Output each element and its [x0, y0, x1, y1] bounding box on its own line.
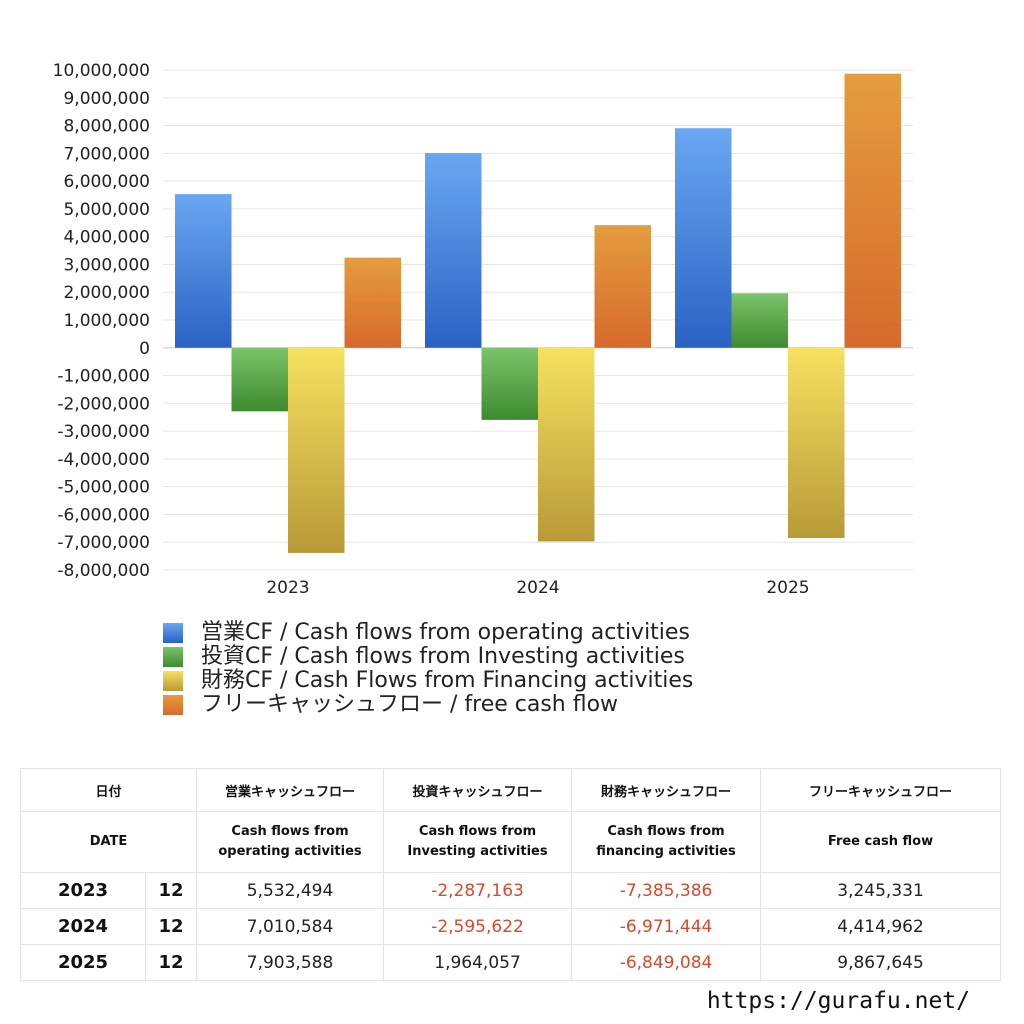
- legend-label-operating: 営業CF / Cash flows from operating activit…: [201, 620, 690, 645]
- table-header-jp: 日付 営業キャッシュフロー 投資キャッシュフロー 財務キャッシュフロー フリーキ…: [19, 768, 1002, 812]
- x-category-label-2023: 2023: [266, 578, 309, 598]
- table-row: 2023 12 5,532,494 -2,287,163 -7,385,386 …: [20, 872, 1002, 909]
- header-financing-jp: 財務キャッシュフロー: [571, 768, 762, 812]
- header-date-en: DATE: [19, 811, 198, 873]
- legend-item-free: フリーキャッシュフロー / free cash flow: [163, 693, 693, 717]
- header-financing-en: Cash flows from financing activities: [571, 811, 762, 873]
- header-operating-en: Cash flows from operating activities: [196, 811, 385, 873]
- row-investing: -2,287,163: [383, 872, 573, 909]
- y-tick-label: -6,000,000: [57, 505, 150, 525]
- y-tick-label: -3,000,000: [57, 422, 150, 442]
- y-tick-label: 10,000,000: [53, 61, 150, 81]
- legend-item-financing: 財務CF / Cash Flows from Financing activit…: [163, 669, 693, 693]
- legend-swatch-financing: [163, 671, 183, 691]
- bar-investing-2023: [231, 347, 288, 412]
- site-url: https://gurafu.net/: [706, 988, 970, 1014]
- bar-free-2024: [594, 225, 651, 348]
- y-tick-label: 9,000,000: [63, 89, 150, 109]
- y-tick-label: 3,000,000: [63, 255, 150, 275]
- y-tick-label: 4,000,000: [63, 228, 150, 248]
- bar-financing-2024: [538, 347, 595, 542]
- cash-flow-table: 日付 営業キャッシュフロー 投資キャッシュフロー 財務キャッシュフロー フリーキ…: [19, 768, 1002, 981]
- y-tick-label: 5,000,000: [63, 200, 150, 220]
- row-month: 12: [144, 908, 198, 945]
- header-operating-en-line1: Cash flows from: [231, 824, 349, 839]
- y-tick-label: 8,000,000: [63, 117, 150, 137]
- row-year: 2024: [20, 908, 146, 945]
- y-tick-label: 6,000,000: [63, 172, 150, 192]
- x-axis-categories: 2023 2024 2025: [266, 578, 809, 598]
- row-financing: -6,849,084: [571, 944, 762, 981]
- header-investing-en: Cash flows from Investing activities: [383, 811, 573, 873]
- row-operating: 7,903,588: [196, 944, 385, 981]
- bar-financing-2023: [288, 347, 345, 553]
- row-financing: -7,385,386: [571, 872, 762, 909]
- row-free: 4,414,962: [760, 908, 1002, 945]
- legend-label-free: フリーキャッシュフロー / free cash flow: [201, 692, 619, 717]
- chart-legend: 営業CF / Cash flows from operating activit…: [163, 621, 693, 717]
- y-tick-label: -4,000,000: [57, 450, 150, 470]
- legend-label-financing: 財務CF / Cash Flows from Financing activit…: [201, 668, 694, 693]
- table-row: 2025 12 7,903,588 1,964,057 -6,849,084 9…: [20, 944, 1002, 981]
- legend-swatch-free: [163, 695, 183, 715]
- row-free: 3,245,331: [760, 872, 1002, 909]
- header-financing-en-line1: Cash flows from: [607, 824, 725, 839]
- header-investing-jp: 投資キャッシュフロー: [383, 768, 573, 812]
- y-tick-label: -7,000,000: [57, 533, 150, 553]
- y-tick-label: -5,000,000: [57, 478, 150, 498]
- table-row: 2024 12 7,010,584 -2,595,622 -6,971,444 …: [20, 908, 1002, 945]
- bar-investing-2025: [731, 293, 788, 348]
- bar-free-2023: [344, 257, 401, 348]
- row-free: 9,867,645: [760, 944, 1002, 981]
- legend-swatch-investing: [163, 647, 183, 667]
- header-free-jp: フリーキャッシュフロー: [760, 768, 1002, 812]
- bar-investing-2024: [481, 347, 538, 420]
- row-operating: 7,010,584: [196, 908, 385, 945]
- cash-flow-bar-chart: 10,000,000 9,000,000 8,000,000 7,000,000 6,0…: [53, 61, 913, 598]
- bar-financing-2025: [788, 347, 845, 539]
- y-tick-label: -1,000,000: [57, 367, 150, 387]
- y-tick-label: 7,000,000: [63, 144, 150, 164]
- row-year: 2025: [20, 944, 146, 981]
- y-tick-label: 1,000,000: [63, 311, 150, 331]
- row-financing: -6,971,444: [571, 908, 762, 945]
- row-month: 12: [144, 944, 198, 981]
- bar-operating-2023: [175, 194, 232, 348]
- row-year: 2023: [20, 872, 146, 909]
- header-date-jp: 日付: [19, 768, 198, 812]
- y-tick-label: -8,000,000: [57, 561, 150, 581]
- legend-item-operating: 営業CF / Cash flows from operating activit…: [163, 621, 693, 645]
- y-axis-ticks: 10,000,000 9,000,000 8,000,000 7,000,000 6,0…: [53, 61, 150, 581]
- y-tick-label: 0: [139, 339, 150, 359]
- legend-label-investing: 投資CF / Cash flows from Investing activit…: [201, 644, 685, 669]
- header-financing-en-line2: financing activities: [596, 844, 736, 859]
- x-category-label-2025: 2025: [766, 578, 809, 598]
- table-header-en: DATE Cash flows from operating activities…: [19, 811, 1002, 873]
- bar-free-2025: [844, 73, 901, 348]
- header-investing-en-line1: Cash flows from: [418, 824, 537, 839]
- header-investing-en-line2: Investing activities: [407, 844, 548, 859]
- bars: [175, 73, 901, 553]
- row-investing: 1,964,057: [383, 944, 573, 981]
- row-month: 12: [144, 872, 198, 909]
- row-operating: 5,532,494: [196, 872, 385, 909]
- x-category-label-2024: 2024: [516, 578, 559, 598]
- header-operating-en-line2: operating activities: [218, 844, 362, 859]
- y-tick-label: -2,000,000: [57, 394, 150, 414]
- bar-operating-2025: [675, 128, 732, 348]
- y-tick-label: 2,000,000: [63, 283, 150, 303]
- bar-operating-2024: [425, 153, 482, 348]
- legend-item-investing: 投資CF / Cash flows from Investing activit…: [163, 645, 693, 669]
- legend-swatch-operating: [163, 623, 183, 643]
- row-investing: -2,595,622: [383, 908, 573, 945]
- header-free-en: Free cash flow: [760, 811, 1002, 873]
- header-operating-jp: 営業キャッシュフロー: [196, 768, 385, 812]
